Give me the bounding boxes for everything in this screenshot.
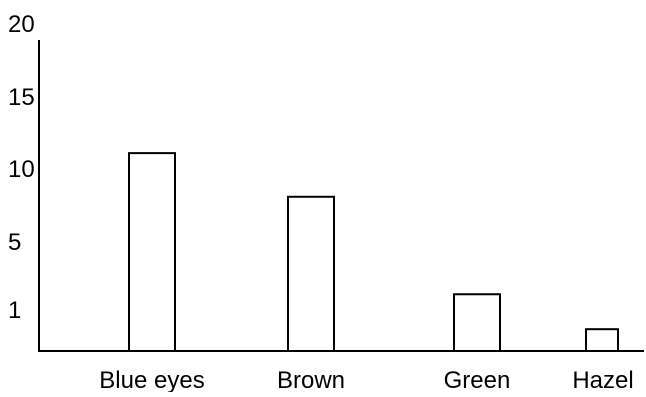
bar-hazel [585,328,619,352]
y-tick-label: 10 [8,156,35,183]
y-tick-label: 20 [8,11,35,38]
bar-blue-eyes [128,152,176,352]
x-category-label: Blue eyes [99,367,204,392]
y-tick-label: 5 [8,229,21,256]
bar-brown [287,195,335,352]
bar-green [453,293,501,353]
x-category-label: Brown [277,367,345,392]
x-category-label: Hazel [572,367,633,392]
x-category-label: Green [444,367,511,392]
y-tick-label: 1 [8,297,21,324]
y-tick-label: 15 [8,84,35,111]
